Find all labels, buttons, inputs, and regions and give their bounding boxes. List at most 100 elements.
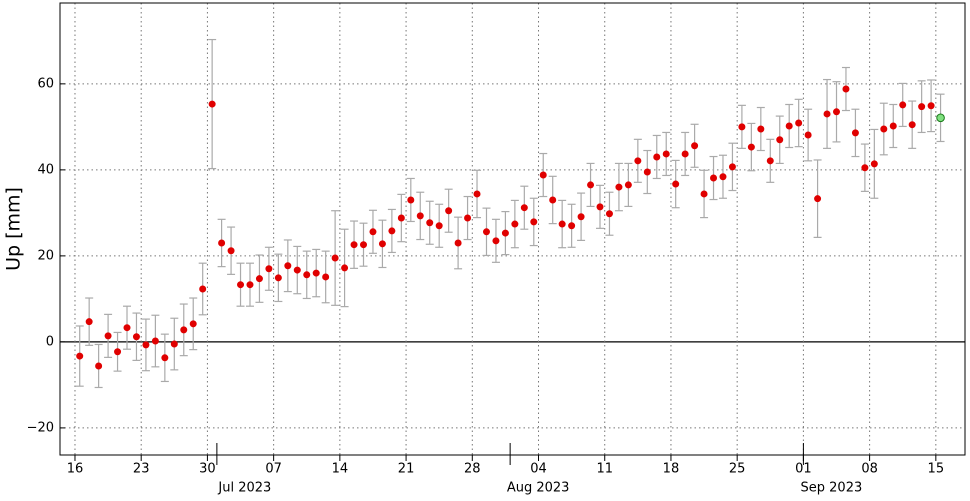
- data-point: [691, 142, 699, 150]
- data-point: [284, 262, 292, 270]
- x-tick-label: 25: [729, 462, 746, 477]
- data-point: [757, 125, 765, 133]
- data-point: [407, 196, 415, 204]
- data-point: [549, 196, 557, 204]
- data-point: [587, 181, 595, 189]
- x-tick-label: 14: [332, 462, 349, 477]
- y-tick-label: −20: [27, 420, 54, 435]
- data-point: [151, 337, 159, 345]
- data-point: [95, 362, 103, 370]
- data-point: [416, 212, 424, 220]
- data-point: [426, 219, 434, 227]
- data-point: [114, 348, 122, 356]
- data-point: [473, 190, 481, 198]
- x-tick-label: 30: [199, 462, 216, 477]
- x-tick-label: 07: [265, 462, 282, 477]
- data-point: [312, 269, 320, 277]
- data-point: [482, 228, 490, 236]
- x-tick-label: 01: [795, 462, 812, 477]
- data-point: [747, 143, 755, 151]
- y-tick-label: 20: [37, 248, 54, 263]
- data-point: [445, 207, 453, 215]
- data-point: [861, 164, 869, 172]
- data-point: [681, 150, 689, 158]
- data-point: [246, 281, 254, 289]
- data-point: [899, 101, 907, 109]
- month-label: Jul 2023: [217, 481, 271, 496]
- data-point: [199, 285, 207, 293]
- x-tick-label: 04: [530, 462, 547, 477]
- data-point: [596, 203, 604, 211]
- x-tick-label: 16: [67, 462, 84, 477]
- month-label: Sep 2023: [801, 481, 863, 496]
- x-tick-label: 08: [861, 462, 878, 477]
- data-point: [842, 85, 850, 93]
- data-point: [870, 160, 878, 168]
- y-tick-label: 40: [37, 162, 54, 177]
- data-point: [889, 122, 897, 130]
- data-point: [132, 333, 140, 341]
- data-point: [823, 110, 831, 118]
- data-point: [615, 183, 623, 191]
- data-point: [265, 265, 273, 273]
- data-point: [710, 174, 718, 182]
- data-point: [908, 121, 916, 129]
- data-point: [833, 108, 841, 116]
- plot-frame: [59, 2, 966, 456]
- data-point: [208, 100, 216, 108]
- data-point: [672, 180, 680, 188]
- data-point: [539, 171, 547, 179]
- data-point: [464, 214, 472, 222]
- data-point: [378, 240, 386, 248]
- data-point: [435, 222, 443, 230]
- month-label: Aug 2023: [507, 481, 570, 496]
- data-point: [189, 320, 197, 328]
- x-tick-label: 23: [133, 462, 150, 477]
- data-point: [350, 241, 358, 249]
- x-tick-label: 11: [596, 462, 613, 477]
- data-point: [255, 275, 263, 283]
- x-tick-label: 18: [663, 462, 680, 477]
- data-point: [492, 237, 500, 245]
- data-point: [577, 213, 585, 221]
- data-point: [738, 123, 746, 131]
- data-point: [142, 341, 150, 349]
- data-point: [331, 254, 339, 262]
- data-point: [634, 157, 642, 165]
- data-point: [123, 324, 131, 332]
- data-point: [605, 210, 613, 218]
- y-tick-label: 0: [46, 334, 54, 349]
- data-point: [918, 103, 926, 111]
- x-tick-label: 15: [928, 462, 945, 477]
- data-point: [804, 131, 812, 139]
- data-point: [369, 228, 377, 236]
- data-point: [795, 119, 803, 127]
- data-point: [530, 218, 538, 226]
- data-point: [776, 136, 784, 144]
- data-point: [568, 222, 576, 230]
- data-point: [397, 214, 405, 222]
- data-point: [274, 274, 282, 282]
- data-point: [719, 173, 727, 181]
- data-point: [293, 266, 301, 274]
- data-point: [76, 352, 84, 360]
- data-point: [161, 354, 169, 362]
- data-point: [643, 168, 651, 176]
- data-point: [814, 195, 822, 203]
- data-point: [700, 190, 708, 198]
- data-point: [454, 239, 462, 247]
- data-point: [104, 332, 112, 340]
- data-point: [180, 326, 188, 334]
- data-point: [227, 247, 235, 255]
- data-point: [936, 113, 945, 123]
- data-point: [218, 239, 226, 247]
- data-point: [85, 318, 93, 326]
- y-axis-label: Up [mm]: [3, 187, 25, 271]
- data-point: [624, 181, 632, 189]
- data-point: [322, 273, 330, 281]
- data-point: [237, 281, 245, 289]
- x-tick-label: 28: [464, 462, 481, 477]
- data-point: [728, 163, 736, 171]
